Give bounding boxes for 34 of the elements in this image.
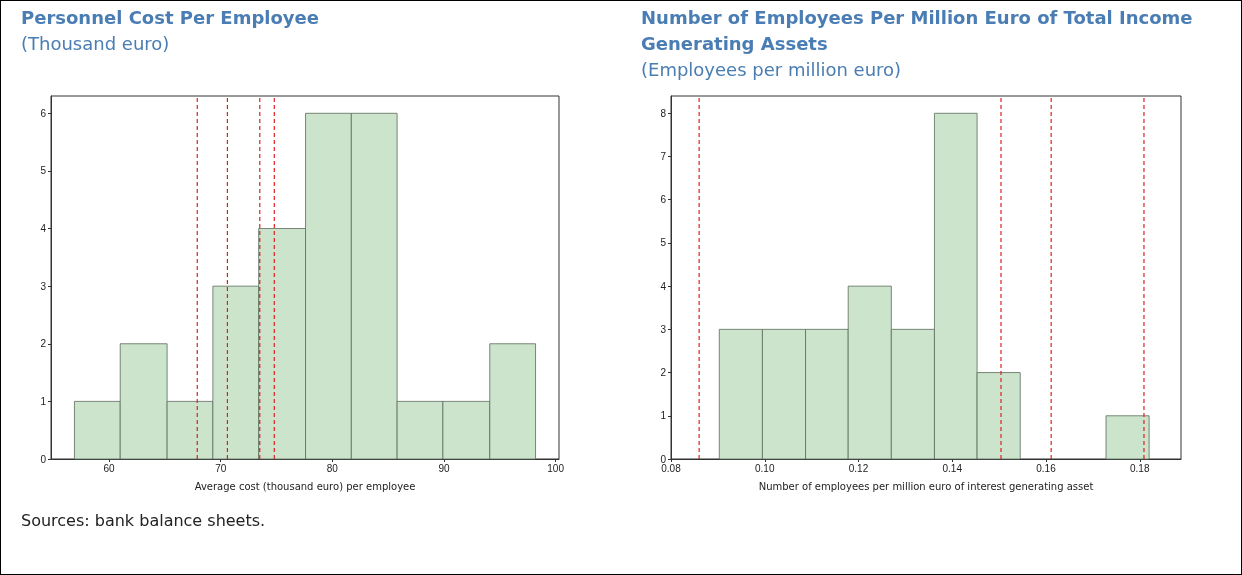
x-tick-label: 100 [547,462,565,474]
y-tick-label: 6 [660,194,667,206]
x-tick-label: 60 [103,462,116,474]
y-tick-label: 4 [40,223,47,235]
y-tick-label: 0 [660,453,667,465]
y-tick-label: 1 [660,410,667,422]
x-tick-label: 0.12 [848,462,869,474]
source-note: Sources: bank balance sheets. [21,511,266,530]
y-tick-label: 1 [40,395,47,407]
chart-title: Personnel Cost Per Employee [21,6,320,30]
chart-subtitle: (Employees per million euro) [641,58,903,82]
y-tick-label: 3 [40,280,47,292]
y-tick-label: 6 [40,107,47,119]
y-tick-label: 3 [660,323,667,335]
x-axis-title: Average cost (thousand euro) per employee [194,480,416,492]
x-tick-label: 0.18 [1130,462,1150,474]
y-tick-label: 8 [660,107,667,119]
x-axis-title: Number of employees per million euro of interest generating asset [758,480,1094,492]
y-tick-label: 0 [40,453,47,465]
y-tick-label: 4 [660,280,667,292]
chart-title: Number of Employees Per Million Euro of Total Income Generating Assets [641,6,1194,56]
x-tick-label: 0.08 [661,462,682,474]
y-tick-label: 7 [660,151,667,162]
x-tick-label: 70 [215,462,227,474]
chart-subtitle: (Thousand euro) [21,32,171,56]
y-tick-label: 5 [660,237,667,249]
x-tick-label: 0.16 [1036,462,1057,474]
x-tick-label: 90 [438,462,450,474]
x-tick-label: 0.10 [755,462,775,474]
y-tick-label: 5 [40,165,47,177]
y-tick-label: 2 [660,367,667,379]
x-tick-label: 0.14 [942,462,963,474]
y-tick-label: 2 [40,338,47,350]
x-tick-label: 80 [326,462,339,474]
